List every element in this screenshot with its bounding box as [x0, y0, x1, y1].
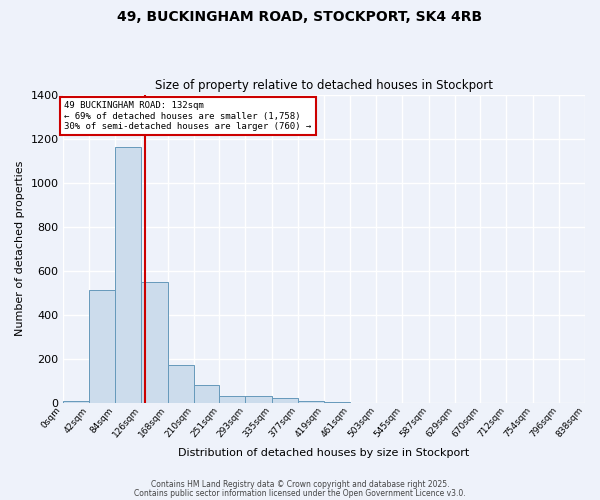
- Bar: [142, 282, 167, 403]
- Bar: [272, 398, 298, 402]
- Bar: [89, 290, 115, 403]
- Bar: [194, 385, 219, 402]
- Text: 49, BUCKINGHAM ROAD, STOCKPORT, SK4 4RB: 49, BUCKINGHAM ROAD, STOCKPORT, SK4 4RB: [118, 10, 482, 24]
- Bar: [298, 400, 324, 402]
- Bar: [219, 396, 245, 402]
- X-axis label: Distribution of detached houses by size in Stockport: Distribution of detached houses by size …: [178, 448, 470, 458]
- Bar: [245, 396, 272, 402]
- Bar: [167, 366, 194, 403]
- Text: 49 BUCKINGHAM ROAD: 132sqm
← 69% of detached houses are smaller (1,758)
30% of s: 49 BUCKINGHAM ROAD: 132sqm ← 69% of deta…: [64, 101, 311, 131]
- Bar: [63, 400, 89, 402]
- Text: Contains HM Land Registry data © Crown copyright and database right 2025.: Contains HM Land Registry data © Crown c…: [151, 480, 449, 489]
- Text: Contains public sector information licensed under the Open Government Licence v3: Contains public sector information licen…: [134, 489, 466, 498]
- Y-axis label: Number of detached properties: Number of detached properties: [15, 161, 25, 336]
- Bar: [115, 148, 142, 402]
- Title: Size of property relative to detached houses in Stockport: Size of property relative to detached ho…: [155, 79, 493, 92]
